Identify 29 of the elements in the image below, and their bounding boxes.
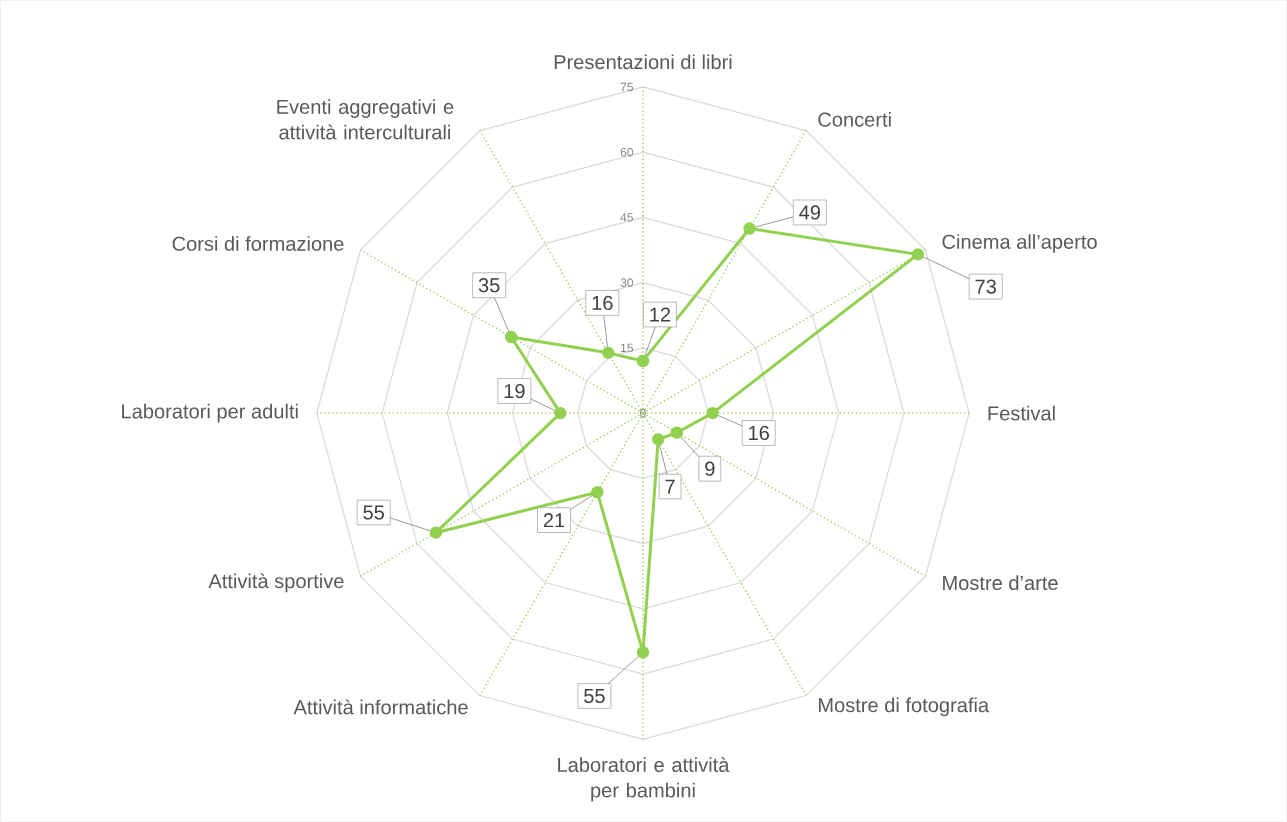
spoke-label: Mostre di fotografia (818, 697, 990, 717)
data-label: 19 (504, 383, 525, 399)
data-label: 55 (363, 505, 385, 520)
spoke-label: Festival (988, 405, 1055, 421)
y-tick-label: 15 (621, 343, 634, 352)
data-label: 16 (592, 295, 613, 310)
data-label: 21 (543, 513, 565, 528)
data-label: 49 (799, 205, 820, 220)
data-label: 35 (478, 278, 500, 293)
data-label: 16 (749, 425, 769, 440)
spoke-label: Eventi aggregativi e attività interculturali (277, 99, 454, 140)
spoke-label: Laboratori e attività per bambini (558, 756, 730, 802)
spoke-label: Cinema all’aperto (942, 234, 1097, 253)
spoke-label: Mostre d’arte (943, 575, 1058, 590)
y-tick-label: 60 (620, 147, 634, 157)
data-label: 12 (650, 307, 671, 322)
spoke-label: Corsi di formazione (172, 236, 344, 251)
data-label: 9 (705, 461, 715, 476)
y-tick-label: 75 (620, 82, 634, 92)
spoke-label: Attività informatiche (293, 699, 468, 715)
spoke-label: Presentazioni di libri (554, 54, 732, 70)
y-tick-label: 45 (620, 213, 634, 222)
data-label: 55 (584, 688, 605, 703)
y-tick-label: 30 (620, 278, 634, 287)
spoke-label: Attività sportive (208, 573, 344, 593)
spoke-label: Laboratori per adulti (122, 403, 298, 423)
data-label: 73 (975, 279, 996, 294)
spoke-label: Concerti (818, 111, 891, 127)
data-label: 7 (665, 479, 675, 494)
